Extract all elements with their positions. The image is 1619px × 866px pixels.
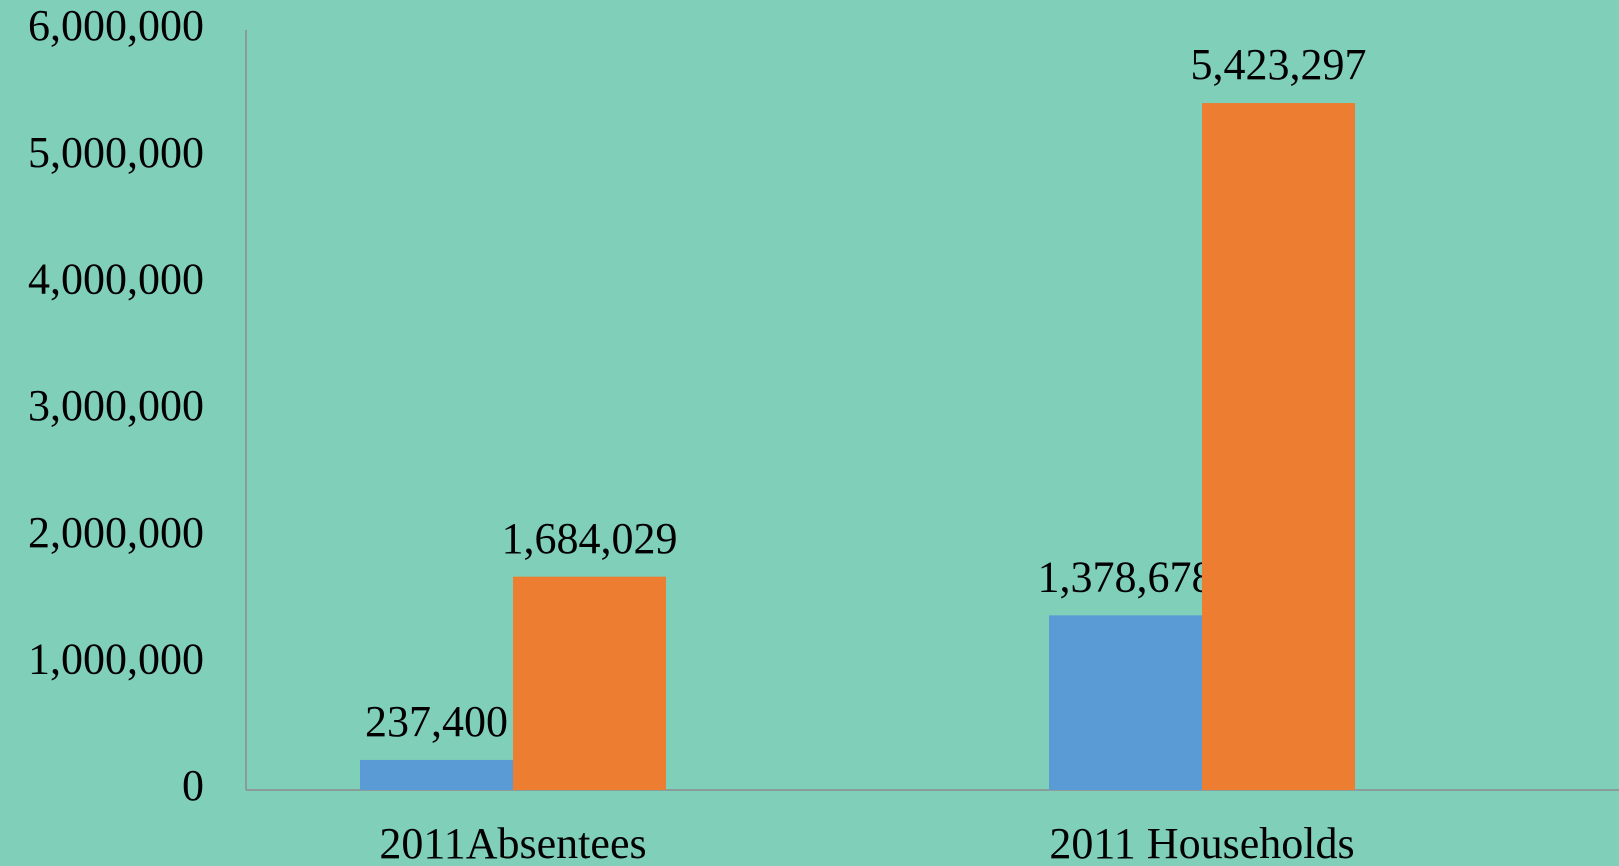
y-tick-label: 3,000,000 (28, 381, 204, 430)
data-label: 1,684,029 (502, 514, 678, 563)
x-tick-label: 2011 Households (1049, 819, 1354, 866)
data-label: 237,400 (365, 697, 508, 746)
bar (1202, 103, 1355, 790)
y-tick-label: 4,000,000 (28, 254, 204, 303)
y-tick-label: 6,000,000 (28, 1, 204, 50)
data-label: 1,378,678 (1038, 552, 1214, 601)
y-tick-label: 5,000,000 (28, 128, 204, 177)
bar (360, 759, 513, 790)
y-tick-label: 2,000,000 (28, 508, 204, 557)
y-tick-label: 0 (182, 761, 204, 810)
y-tick-label: 1,000,000 (28, 634, 204, 683)
bar (513, 576, 666, 790)
bar (1049, 615, 1202, 790)
x-tick-label: 2011Absentees (379, 819, 646, 866)
data-label: 5,423,297 (1191, 40, 1367, 89)
